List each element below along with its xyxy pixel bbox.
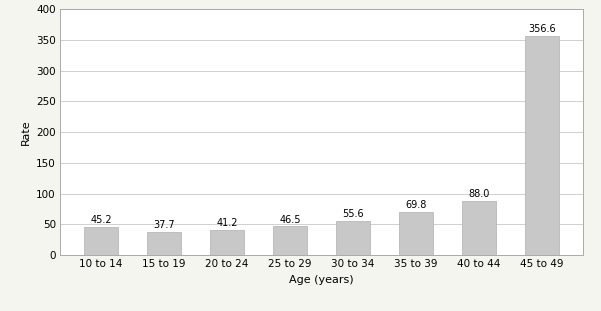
Text: 88.0: 88.0 <box>468 189 490 199</box>
Text: 46.5: 46.5 <box>279 215 301 225</box>
X-axis label: Age (years): Age (years) <box>289 275 354 285</box>
Bar <box>84 227 118 255</box>
Text: 45.2: 45.2 <box>90 216 112 225</box>
Text: 55.6: 55.6 <box>342 209 364 219</box>
Bar <box>210 230 245 255</box>
Y-axis label: Rate: Rate <box>20 119 31 145</box>
Text: 37.7: 37.7 <box>153 220 175 230</box>
Bar <box>336 221 370 255</box>
Bar <box>525 36 559 255</box>
Bar <box>147 232 182 255</box>
Text: 356.6: 356.6 <box>528 24 556 34</box>
Bar <box>398 212 433 255</box>
Bar <box>462 201 496 255</box>
Text: 41.2: 41.2 <box>216 218 238 228</box>
Bar <box>273 226 307 255</box>
Text: 69.8: 69.8 <box>405 200 427 210</box>
